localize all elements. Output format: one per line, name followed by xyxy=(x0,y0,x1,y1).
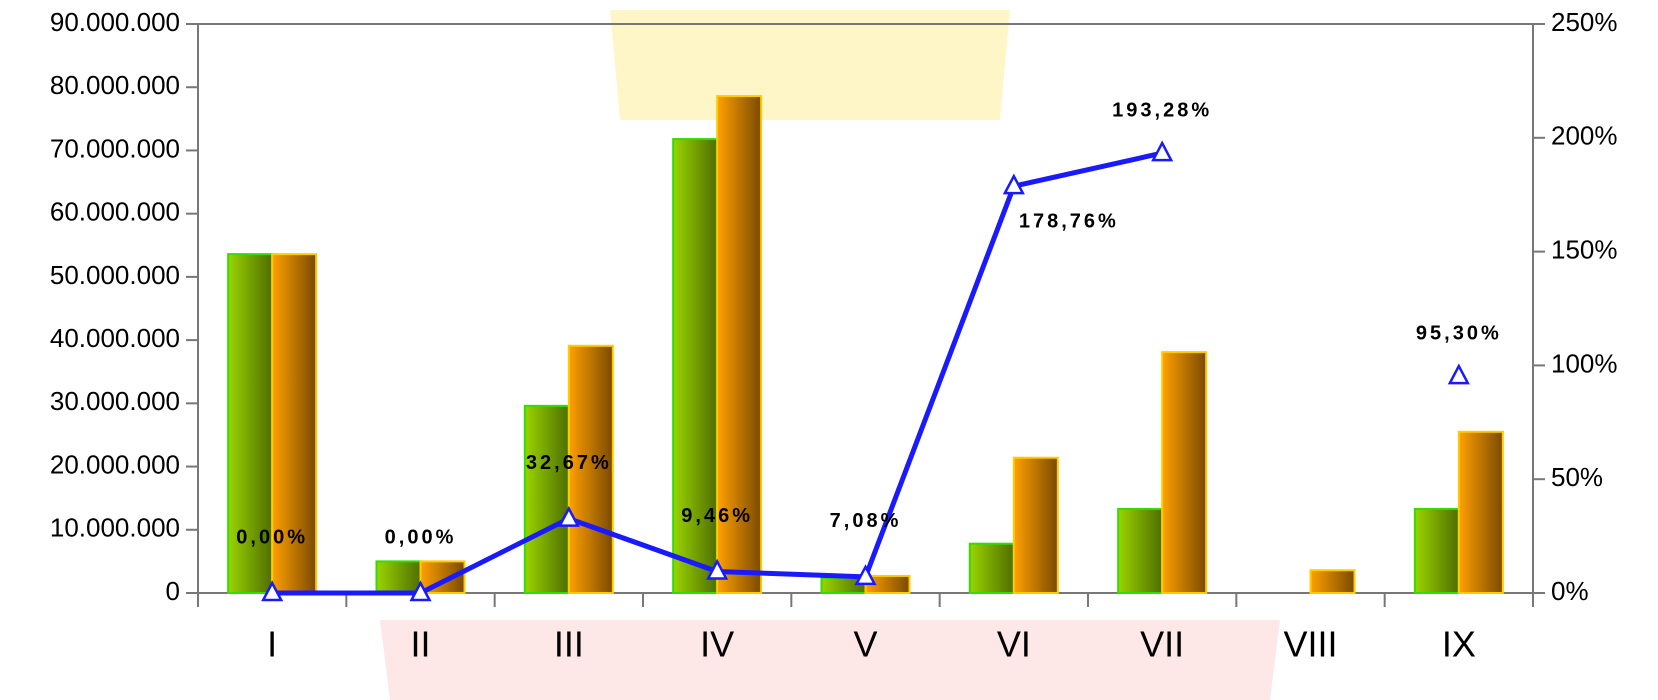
bar xyxy=(970,544,1014,593)
y2-tick-label: 150% xyxy=(1551,234,1618,264)
y-tick-label: 70.000.000 xyxy=(50,133,180,163)
x-tick-label: VIII xyxy=(1283,624,1337,665)
watermark xyxy=(610,10,1010,120)
data-label: 9,46% xyxy=(681,505,753,527)
bar xyxy=(377,561,421,593)
x-tick-label: V xyxy=(853,624,877,665)
x-tick-label: IV xyxy=(700,624,734,665)
data-label: 95,30% xyxy=(1416,322,1502,344)
data-label: 32,67% xyxy=(526,452,612,474)
marker xyxy=(1450,366,1468,383)
data-label: 0,00% xyxy=(385,526,457,548)
y2-tick-label: 0% xyxy=(1551,576,1589,606)
x-tick-label: II xyxy=(410,624,430,665)
x-tick-label: IX xyxy=(1442,624,1476,665)
y-tick-label: 20.000.000 xyxy=(50,449,180,479)
bar xyxy=(1014,458,1058,593)
y-tick-label: 90.000.000 xyxy=(50,7,180,37)
y-tick-label: 30.000.000 xyxy=(50,386,180,416)
y2-tick-label: 250% xyxy=(1551,7,1618,37)
y-tick-label: 50.000.000 xyxy=(50,260,180,290)
y-tick-label: 80.000.000 xyxy=(50,70,180,100)
bar xyxy=(525,406,569,593)
bar xyxy=(1162,352,1206,593)
data-label: 193,28% xyxy=(1112,99,1212,121)
x-tick-label: I xyxy=(267,624,277,665)
bar xyxy=(1459,432,1503,593)
data-label: 0,00% xyxy=(236,526,308,548)
bar xyxy=(1415,509,1459,593)
y-tick-label: 0 xyxy=(166,576,180,606)
bar xyxy=(1118,509,1162,593)
data-label: 178,76% xyxy=(1019,210,1119,232)
y-tick-label: 60.000.000 xyxy=(50,197,180,227)
x-tick-label: VII xyxy=(1140,624,1184,665)
bar xyxy=(1311,570,1355,593)
chart: 0 10.000.000 20.000.000 30.000.000 40.000.00… xyxy=(0,0,1658,700)
x-tick-label: VI xyxy=(997,624,1031,665)
y2-tick-label: 100% xyxy=(1551,348,1618,378)
y2-tick-label: 200% xyxy=(1551,121,1618,151)
marker xyxy=(1153,143,1171,160)
y2-tick-label: 50% xyxy=(1551,462,1603,492)
y-tick-label: 40.000.000 xyxy=(50,323,180,353)
x-tick-label: III xyxy=(554,624,584,665)
data-label: 7,08% xyxy=(830,510,902,532)
y-tick-label: 10.000.000 xyxy=(50,513,180,543)
